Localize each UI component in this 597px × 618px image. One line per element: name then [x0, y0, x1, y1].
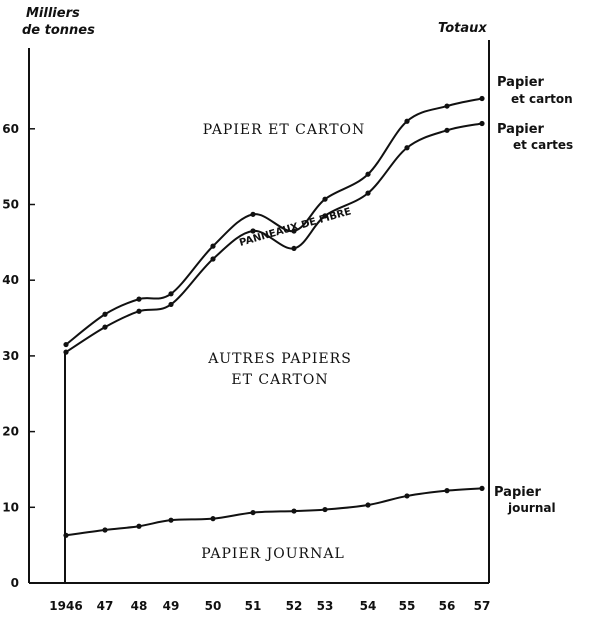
y-tick-label: 30: [2, 349, 19, 363]
series-papier-et-cartes-label-line1: Papier: [497, 122, 545, 137]
y-axis-title-line2: de tonnes: [22, 23, 95, 38]
series-papier-journal-point: [102, 527, 108, 533]
series-papier-journal-label-line1: Papier: [494, 485, 542, 500]
x-tick-label: 48: [131, 599, 148, 613]
series-lines: [63, 95, 485, 583]
y-tick-label: 10: [2, 500, 19, 514]
series-papier-et-cartes-point: [444, 127, 450, 133]
x-tick-label: 50: [205, 599, 222, 613]
series-papier-journal-point: [365, 502, 371, 508]
x-tick-label: 52: [286, 599, 303, 613]
series-papier-journal-label-line2: journal: [507, 501, 556, 515]
series-papier-et-carton-point: [136, 296, 142, 302]
series-papier-et-cartes: [65, 122, 483, 353]
series-papier-et-cartes-point: [250, 228, 256, 234]
series-papier-et-cartes-point: [136, 308, 142, 314]
x-tick-label: 47: [97, 599, 114, 613]
area-label-papier-et-carton: PAPIER ET CARTON: [203, 122, 366, 138]
x-tick-label: 57: [474, 599, 491, 613]
series-papier-et-carton-point: [291, 228, 297, 234]
right-axis-title: Totaux: [438, 21, 487, 36]
series-papier-et-carton-label-line2: et carton: [511, 92, 573, 106]
series-papier-et-carton-point: [404, 118, 410, 124]
series-papier-et-cartes-point: [365, 190, 371, 196]
series-papier-journal-point: [168, 517, 174, 523]
series-papier-et-carton-point: [210, 243, 216, 249]
y-tick-label: 20: [2, 425, 19, 439]
area-label-papier-journal: PAPIER JOURNAL: [201, 546, 345, 562]
y-ticks: 0 10 20 30 40 50 60: [2, 122, 35, 590]
series-papier-journal-point: [479, 485, 485, 491]
series-papier-journal-point: [63, 532, 69, 538]
series-papier-journal-point: [250, 509, 256, 516]
y-tick-label: 40: [2, 273, 19, 287]
series-papier-et-carton-point: [250, 211, 256, 217]
series-papier-et-carton-point: [102, 311, 108, 317]
series-papier-et-carton-point: [444, 103, 450, 109]
y-tick-label: 60: [2, 122, 19, 136]
x-tick-label: 1946: [49, 599, 82, 613]
series-papier-et-cartes-point: [291, 245, 297, 252]
series-papier-et-carton-point: [63, 341, 69, 348]
series-papier-journal-point: [210, 516, 216, 522]
x-tick-label: 56: [439, 599, 456, 613]
y-tick-label: 0: [11, 576, 19, 590]
series-papier-et-carton-point: [365, 171, 371, 177]
area-label-autres-line1: AUTRES PAPIERS: [207, 351, 352, 367]
series-papier-et-cartes-point: [404, 145, 410, 151]
x-tick-label: 49: [163, 599, 180, 613]
series-papier-et-cartes-point: [479, 120, 485, 127]
series-papier-et-carton-label-line1: Papier: [497, 75, 545, 90]
series-papier-journal-point: [136, 523, 142, 529]
series-papier-et-cartes-point: [102, 324, 108, 330]
x-tick-label: 51: [245, 599, 262, 613]
y-axis-title-line1: Milliers: [26, 6, 80, 21]
series-papier-et-cartes-point: [63, 349, 69, 355]
series-papier-journal-point: [291, 508, 297, 514]
series-papier-et-carton-point: [479, 95, 485, 102]
series-papier-et-cartes-point: [322, 213, 328, 219]
area-label-autres-line2: ET CARTON: [231, 372, 328, 388]
series-papier-et-cartes-point: [168, 301, 174, 308]
series-papier-et-carton-point: [322, 196, 328, 202]
band-label-panneaux-de-fibre: PANNEAUX DE FIBRE: [238, 206, 352, 249]
series-papier-journal-point: [444, 488, 450, 494]
x-ticks: 1946 47 48 49 50 51 52 53 54 55 56 57: [49, 599, 490, 613]
series-papier-et-carton-point: [168, 291, 174, 297]
x-tick-label: 55: [399, 599, 416, 613]
y-tick-label: 50: [2, 198, 19, 212]
series-papier-et-cartes-label-line2: et cartes: [513, 138, 573, 152]
series-papier-journal: [65, 487, 483, 537]
series-papier-journal-point: [322, 506, 328, 513]
series-papier-journal-point: [404, 493, 410, 499]
x-tick-label: 53: [317, 599, 334, 613]
series-papier-et-cartes-point: [210, 256, 216, 262]
x-tick-label: 54: [360, 599, 377, 613]
